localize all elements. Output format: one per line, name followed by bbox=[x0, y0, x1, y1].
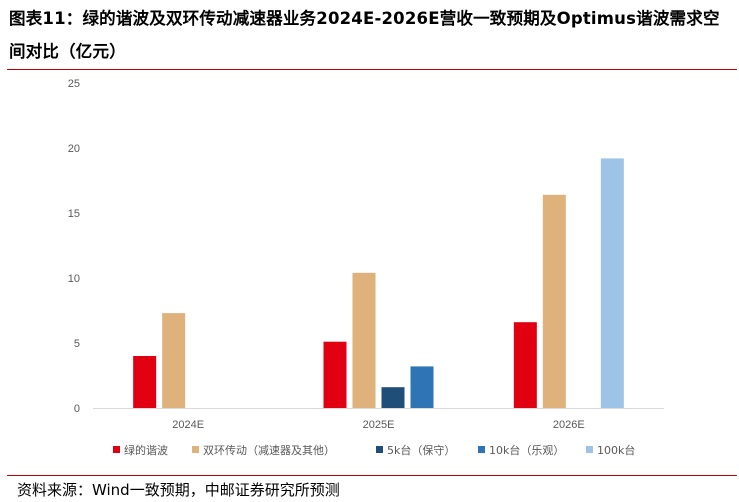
bar-2025E-series-3 bbox=[410, 366, 434, 408]
bar-2024E-series-1 bbox=[162, 313, 186, 408]
bar-2025E-series-1 bbox=[352, 272, 376, 408]
bars bbox=[133, 158, 624, 408]
y-tick-label: 20 bbox=[68, 143, 80, 155]
legend-swatch bbox=[586, 446, 593, 453]
x-tick-label: 2024E bbox=[172, 419, 204, 431]
legend-label: 100k台 bbox=[597, 443, 635, 457]
x-tick-label: 2025E bbox=[363, 419, 395, 431]
title-divider bbox=[7, 69, 737, 70]
y-tick-label: 25 bbox=[68, 78, 80, 90]
legend-swatch bbox=[113, 446, 120, 453]
legend-label: 10k台（乐观） bbox=[489, 443, 564, 457]
legend-label: 绿的谐波 bbox=[124, 443, 168, 457]
bar-2026E-series-1 bbox=[542, 194, 566, 408]
bar-chart: 0 5 10 15 20 25 2024E 2025E 2026E 绿的谐波 双环传动（减速器及… bbox=[68, 78, 664, 457]
x-tick-label: 2026E bbox=[553, 419, 585, 431]
y-axis-ticks: 0 5 10 15 20 25 bbox=[68, 78, 80, 415]
y-tick-label: 0 bbox=[74, 403, 80, 415]
x-axis-ticks: 2024E 2025E 2026E bbox=[172, 419, 584, 431]
bar-2025E-series-0 bbox=[323, 341, 347, 408]
bar-2026E-series-0 bbox=[513, 322, 537, 408]
figure-title: 图表11：绿的谐波及双环传动减速器业务2024E-2026E营收一致预期及Opt… bbox=[9, 9, 720, 61]
legend-swatch bbox=[478, 446, 485, 453]
source-note: 资料来源：Wind一致预期，中邮证券研究所预测 bbox=[17, 481, 340, 499]
y-tick-label: 10 bbox=[68, 273, 80, 285]
legend-label: 双环传动（减速器及其他） bbox=[203, 444, 335, 457]
bar-2026E-series-4 bbox=[600, 158, 624, 408]
bar-2025E-series-2 bbox=[381, 387, 405, 408]
legend-swatch bbox=[192, 446, 199, 453]
source-divider bbox=[7, 475, 737, 476]
y-tick-label: 15 bbox=[68, 208, 80, 220]
legend: 绿的谐波 双环传动（减速器及其他） 5k台（保守） 10k台（乐观） 100k台 bbox=[113, 443, 635, 457]
bar-2024E-series-0 bbox=[133, 356, 157, 408]
legend-label: 5k台（保守） bbox=[387, 443, 455, 457]
y-tick-label: 5 bbox=[74, 338, 80, 350]
legend-swatch bbox=[376, 446, 383, 453]
